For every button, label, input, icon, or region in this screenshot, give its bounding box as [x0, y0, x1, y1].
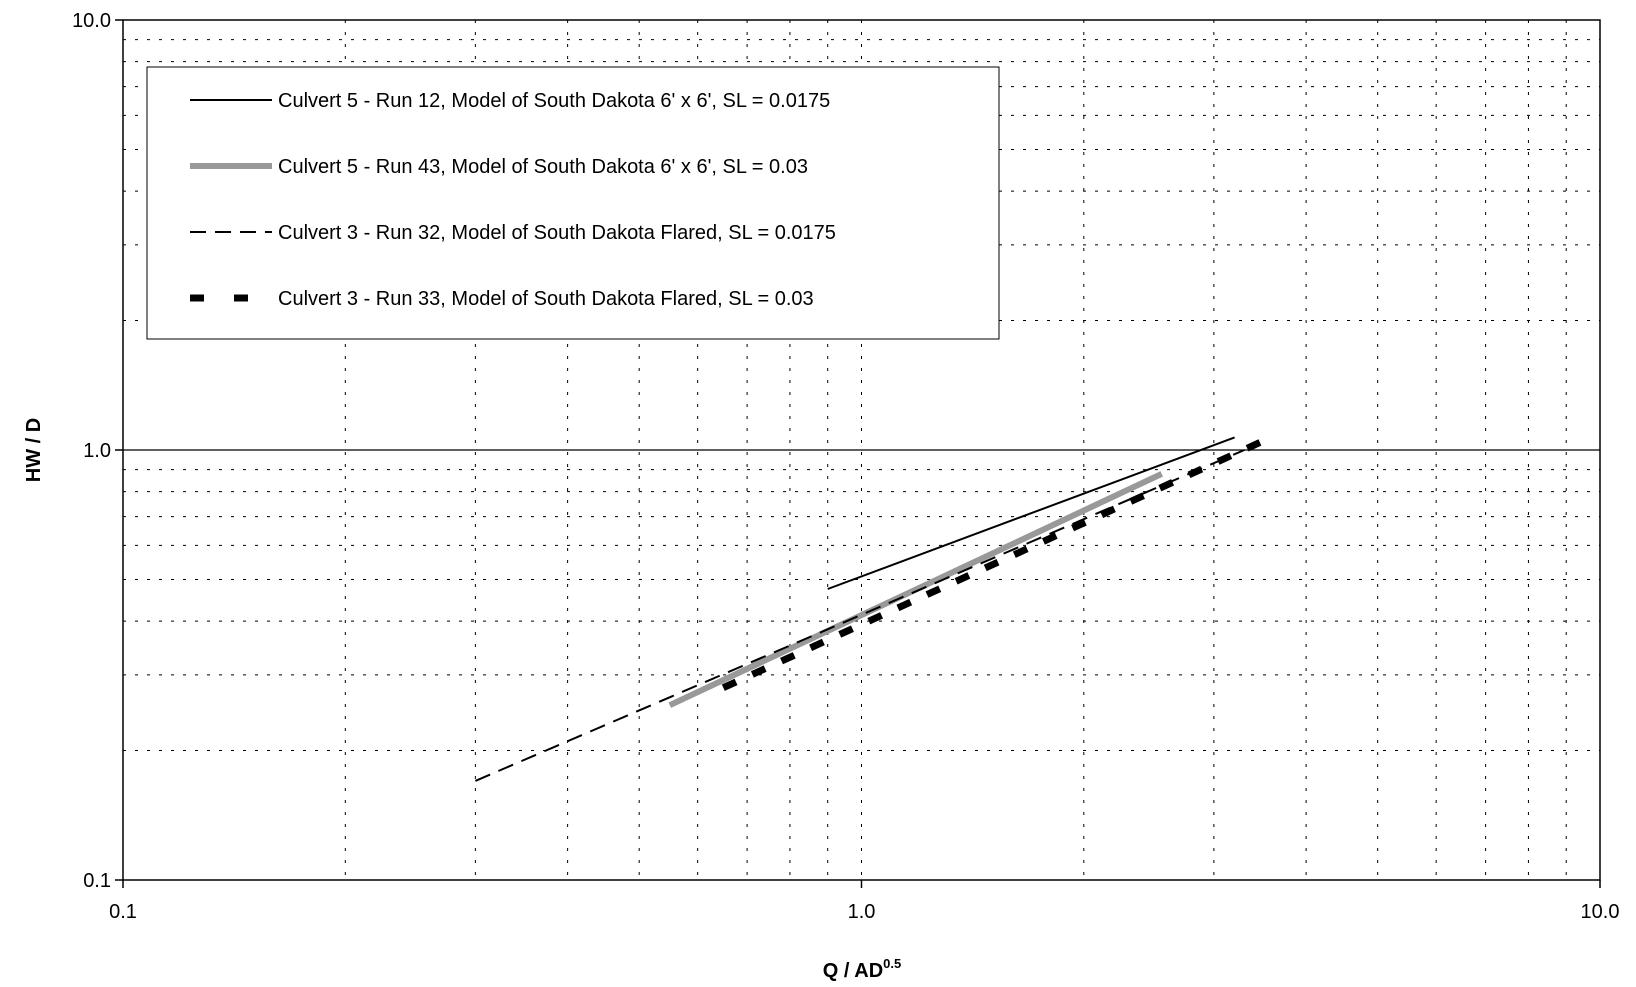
y-tick-label: 1.0: [83, 440, 111, 462]
x-tick-label: 0.1: [109, 901, 137, 923]
y-axis-label: HW / D: [23, 418, 45, 482]
legend-label-3: Culvert 3 - Run 32, Model of South Dakot…: [278, 222, 836, 244]
series-line-4: [721, 437, 1265, 691]
legend-label-4: Culvert 3 - Run 33, Model of South Dakot…: [278, 288, 814, 310]
y-tick-labels: 0.1 1.0 10.0: [72, 10, 123, 892]
x-axis-label: Q / AD0.5: [823, 956, 901, 982]
legend-box: [146, 66, 1000, 340]
series-layer: [475, 436, 1265, 782]
series-line-2: [668, 471, 1163, 708]
legend: Culvert 5 - Run 12, Model of South Dakot…: [146, 66, 1000, 340]
x-tick-label: 1.0: [848, 901, 876, 923]
series-line-3: [475, 449, 1245, 782]
x-tick-label: 10.0: [1581, 901, 1620, 923]
series-line-1: [827, 436, 1235, 590]
grid: [123, 20, 1600, 880]
legend-label-1: Culvert 5 - Run 12, Model of South Dakot…: [278, 90, 830, 112]
x-tick-labels: 0.1 1.0 10.0: [109, 880, 1619, 923]
y-tick-label: 0.1: [83, 870, 111, 892]
y-tick-label: 10.0: [72, 10, 111, 32]
x-axis-label-main: Q / AD: [823, 960, 883, 982]
x-axis-label-superscript: 0.5: [883, 956, 901, 971]
legend-label-2: Culvert 5 - Run 43, Model of South Dakot…: [278, 156, 808, 178]
